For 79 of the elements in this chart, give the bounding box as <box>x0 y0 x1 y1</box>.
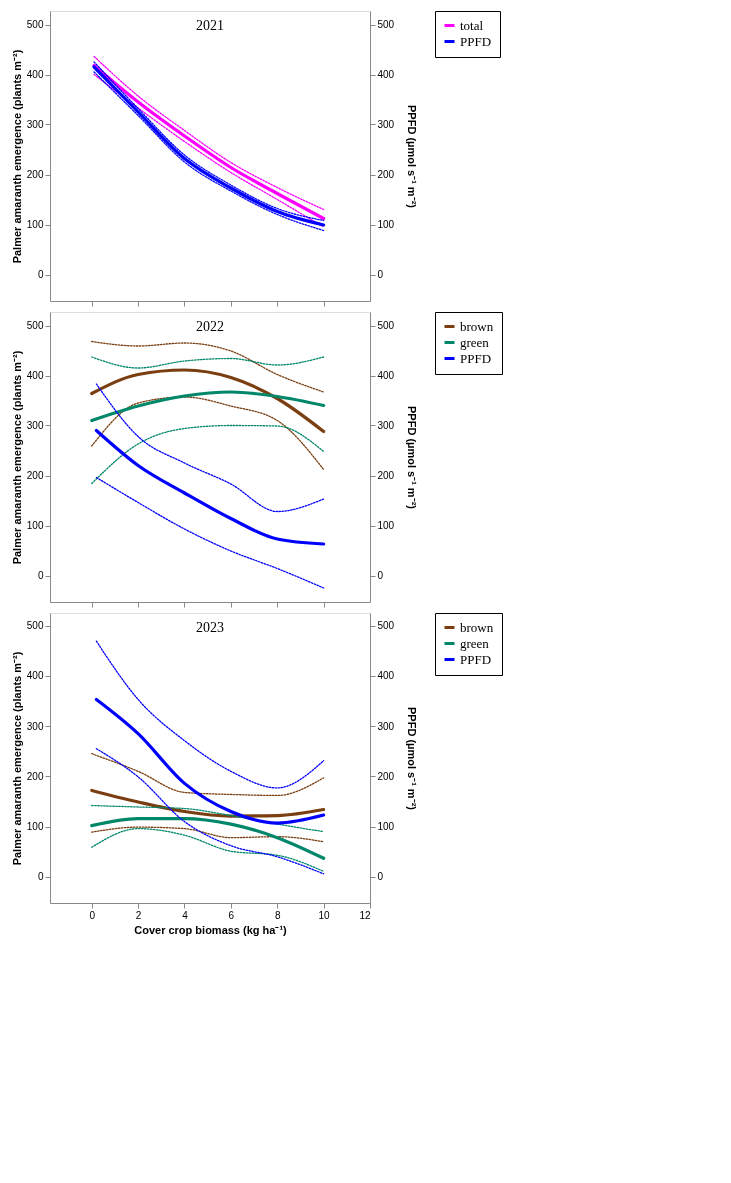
x-tick-label: 8 <box>274 909 281 921</box>
y2-tick-label: 0 <box>377 269 384 280</box>
y-tick-label: 100 <box>26 520 44 531</box>
y-tick-label: 0 <box>37 269 44 280</box>
line-series <box>91 804 325 833</box>
x-tick-label: 12 <box>359 909 371 921</box>
y2-tick-label: 500 <box>377 320 395 331</box>
line-series <box>91 424 325 485</box>
line-series <box>90 390 326 423</box>
x-tick-label: 10 <box>318 909 331 921</box>
x-tick-label: 4 <box>182 909 189 921</box>
x-tick-label: 6 <box>228 909 235 921</box>
y2-tick-label: 200 <box>377 770 395 782</box>
line-series <box>91 356 325 369</box>
y-tick-label: 300 <box>26 119 44 130</box>
y-axis-title: Palmer amaranth emergence (plants m⁻²) <box>10 49 23 264</box>
y-axis-title: Palmer amaranth emergence (plants m⁻²) <box>10 350 23 565</box>
chart-title: 2021 <box>196 18 224 33</box>
y2-tick-label: 100 <box>377 520 395 531</box>
y-tick-label: 400 <box>26 370 44 381</box>
line-series <box>91 826 325 843</box>
y-tick-label: 300 <box>26 420 44 431</box>
y2-tick-label: 400 <box>377 370 395 381</box>
y-axis-title: Palmer amaranth emergence (plants m⁻²) <box>10 651 23 866</box>
y2-tick-label: 400 <box>377 670 395 682</box>
line-series <box>91 753 325 797</box>
y2-axis-title: PPFD (µmol s⁻¹ m⁻²) <box>406 406 419 510</box>
legend-label: PPFD <box>460 33 492 49</box>
legend-label: brown <box>460 318 494 334</box>
y2-tick-label: 400 <box>377 69 395 80</box>
line-series <box>91 827 325 872</box>
y2-tick-label: 300 <box>377 119 395 130</box>
y2-axis-title: PPFD (µmol s⁻¹ m⁻²) <box>406 105 419 209</box>
line-series <box>91 396 325 471</box>
y-tick-label: 300 <box>26 720 44 732</box>
legend-label: green <box>460 334 490 350</box>
x-axis-title: Cover crop biomass (kg ha⁻¹) <box>134 923 288 936</box>
legend-label: PPFD <box>460 651 492 667</box>
y-tick-label: 0 <box>37 871 44 883</box>
line-series <box>94 697 326 825</box>
y-tick-label: 400 <box>26 670 44 682</box>
y-tick-label: 500 <box>26 19 44 30</box>
y-tick-label: 100 <box>26 821 44 833</box>
y2-tick-label: 500 <box>377 19 395 30</box>
y2-tick-label: 300 <box>377 720 395 732</box>
y2-tick-label: 200 <box>377 470 395 481</box>
legend-label: total <box>460 17 484 33</box>
y2-axis-title: PPFD (µmol s⁻¹ m⁻²) <box>406 707 419 811</box>
line-series <box>90 368 326 434</box>
y2-tick-label: 300 <box>377 420 395 431</box>
chart-title: 2023 <box>196 620 224 635</box>
line-series <box>94 428 326 546</box>
y-tick-label: 200 <box>26 470 44 481</box>
x-tick-label: 2 <box>135 909 142 921</box>
y2-tick-label: 100 <box>377 821 395 833</box>
line-series <box>90 816 326 860</box>
y-tick-label: 200 <box>26 169 44 180</box>
y-tick-label: 500 <box>26 320 44 331</box>
y2-tick-label: 500 <box>377 620 395 632</box>
legend-label: green <box>460 635 490 651</box>
line-series <box>95 748 325 875</box>
x-tick-label: 0 <box>89 909 96 921</box>
y2-tick-label: 100 <box>377 219 395 230</box>
y2-tick-label: 0 <box>377 871 384 883</box>
y-tick-label: 400 <box>26 69 44 80</box>
line-series <box>95 640 325 789</box>
y-tick-label: 0 <box>37 570 44 581</box>
line-series <box>90 788 326 818</box>
legend-label: brown <box>460 619 494 635</box>
y2-tick-label: 0 <box>377 570 384 581</box>
y-tick-label: 200 <box>26 770 44 782</box>
y-tick-label: 500 <box>26 620 44 632</box>
y-tick-label: 100 <box>26 219 44 230</box>
y2-tick-label: 200 <box>377 169 395 180</box>
line-series <box>95 383 325 513</box>
chart-title: 2022 <box>196 319 224 334</box>
line-series <box>95 476 325 589</box>
line-series <box>91 340 325 393</box>
legend-label: PPFD <box>460 350 492 366</box>
